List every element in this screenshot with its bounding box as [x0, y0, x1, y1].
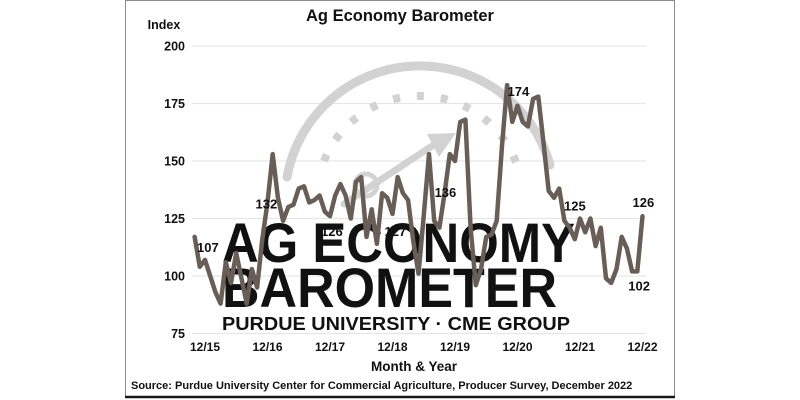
x-tick-label: 12/18	[377, 340, 407, 354]
x-axis-title: Month & Year	[371, 359, 458, 374]
watermark-line1: AG ECONOMY	[222, 211, 575, 274]
annotation-label: 127	[384, 224, 406, 239]
gauge-arc-icon	[282, 61, 555, 182]
x-axis-ticks: 12/15 12/16 12/17 12/18 12/19 12/20 12/21 12/22	[190, 340, 658, 354]
watermark-line2: BAROMETER	[222, 256, 557, 319]
y-tick-label: 75	[171, 327, 185, 341]
chart-card	[125, 0, 675, 397]
x-tick-label: 12/20	[502, 340, 532, 354]
chart-title: Ag Economy Barometer	[306, 7, 495, 25]
source-note: Source: Purdue University Center for Com…	[131, 380, 632, 392]
gauge-arrowhead-icon	[427, 133, 456, 157]
y-tick-label: 175	[164, 97, 185, 111]
annotation-label: 132	[255, 196, 277, 211]
y-axis-title: Index	[148, 18, 181, 32]
y-tick-label: 100	[164, 270, 185, 284]
x-tick-label: 12/15	[190, 340, 220, 354]
x-tick-label: 12/21	[565, 340, 595, 354]
watermark: AG ECONOMY BAROMETER PURDUE UNIVERSITY ·…	[222, 61, 575, 334]
annotations: 107 132 126 127 136 174 125 102 126	[197, 84, 654, 294]
annotation-label: 102	[628, 278, 650, 293]
x-tick-label: 12/22	[627, 340, 657, 354]
x-tick-label: 12/19	[440, 340, 470, 354]
data-line	[192, 82, 645, 306]
data-series	[192, 82, 645, 306]
annotation-label: 126	[321, 224, 343, 239]
y-axis-ticks: 200 175 150 125 100 75	[164, 40, 185, 342]
y-tick-label: 125	[164, 212, 185, 226]
annotation-label: 136	[435, 185, 457, 200]
y-tick-label: 150	[164, 155, 185, 169]
y-tick-label: 200	[164, 40, 185, 54]
annotation-label: 126	[632, 195, 654, 210]
annotation-label: 125	[564, 199, 586, 214]
gridlines	[192, 45, 646, 335]
x-tick-label: 12/17	[315, 340, 345, 354]
annotation-label: 107	[197, 240, 219, 255]
x-tick-label: 12/16	[252, 340, 282, 354]
watermark-line3: PURDUE UNIVERSITY · CME GROUP	[222, 313, 570, 334]
annotation-label: 174	[507, 84, 529, 99]
